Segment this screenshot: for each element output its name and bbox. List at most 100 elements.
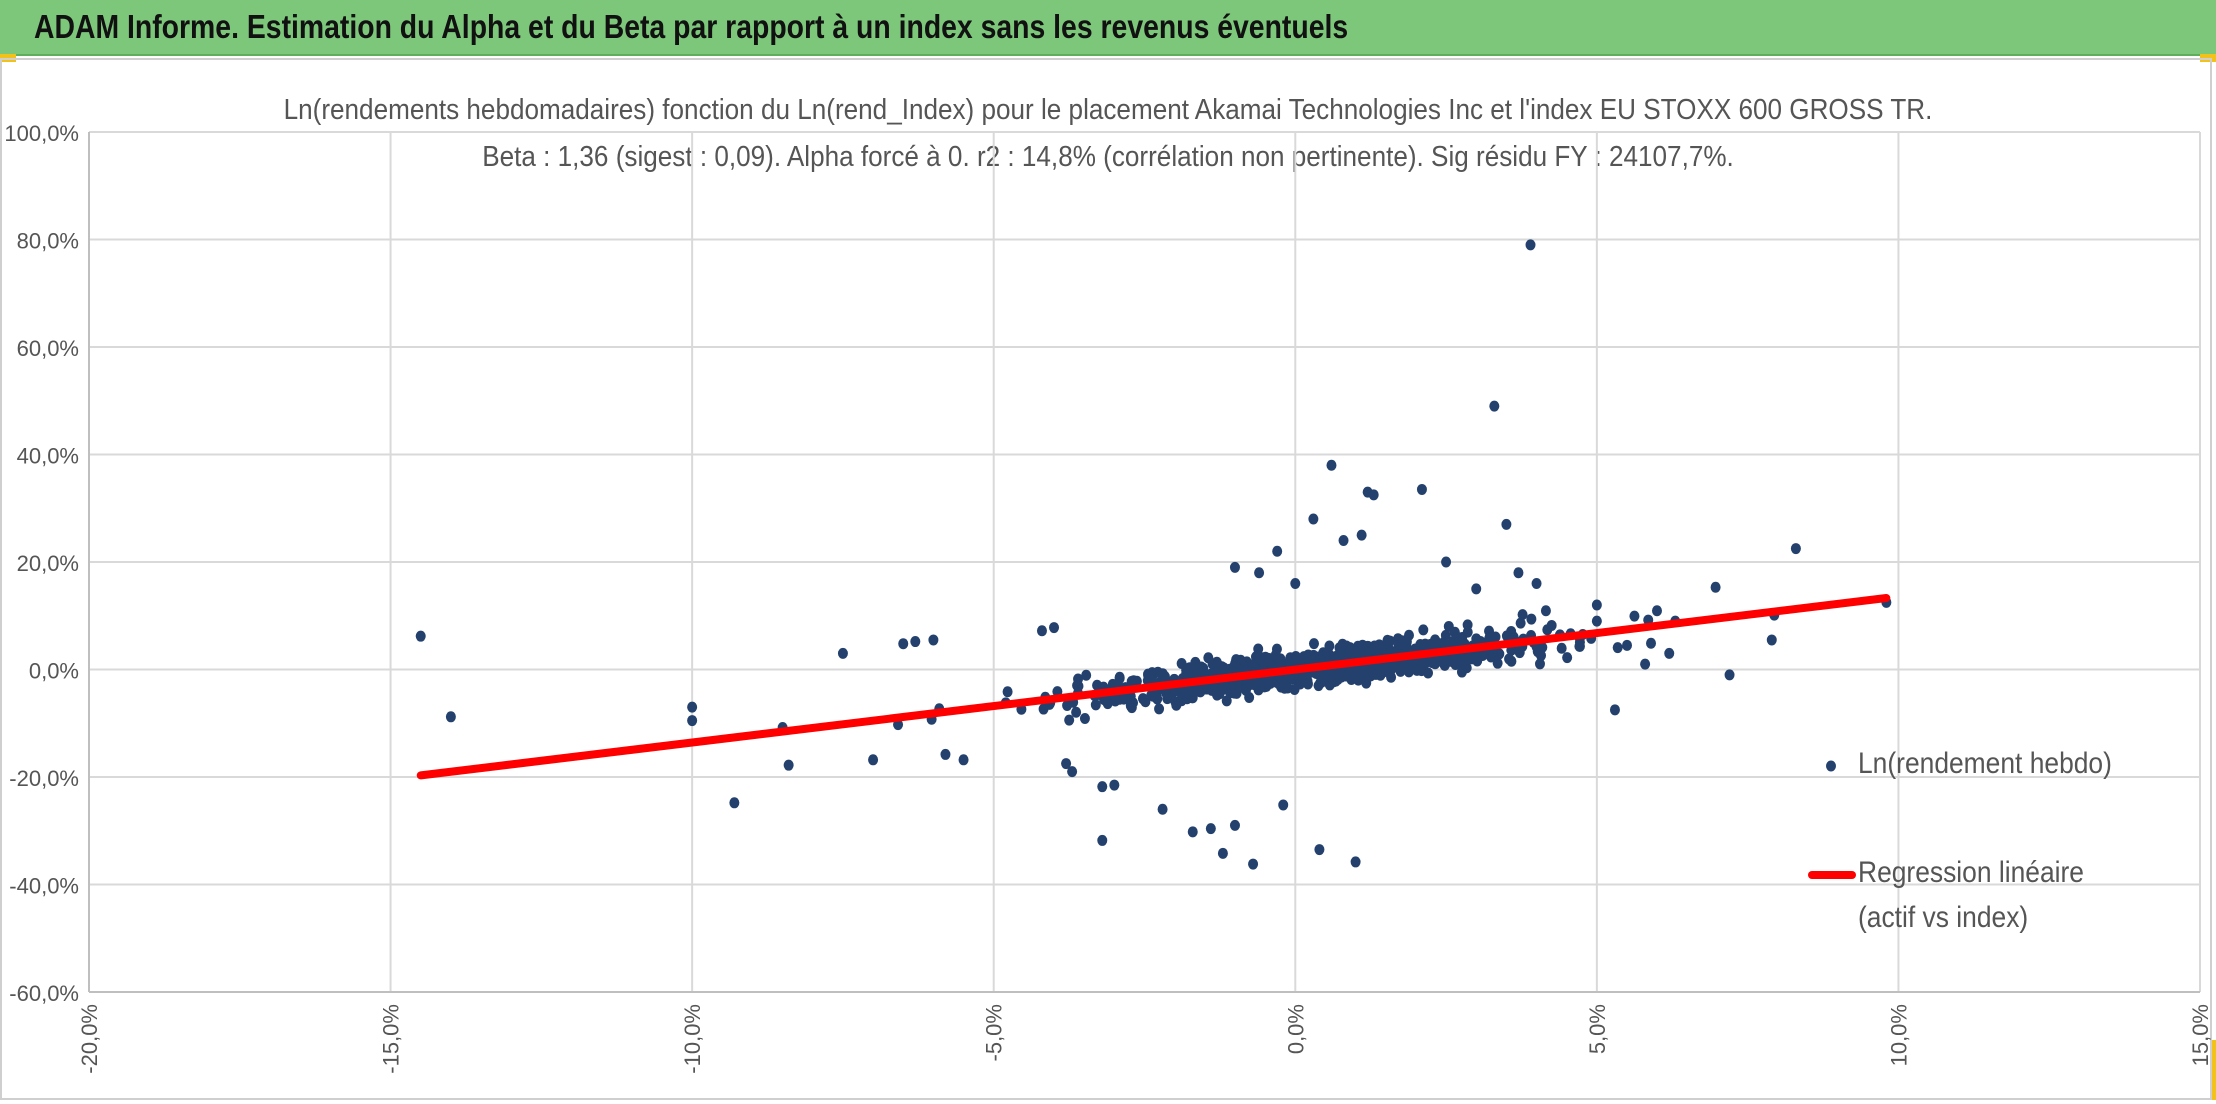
legend-marks bbox=[1808, 760, 1856, 879]
data-point bbox=[1278, 799, 1289, 811]
data-point bbox=[687, 701, 698, 713]
data-point bbox=[1449, 626, 1460, 638]
data-point bbox=[1036, 625, 1047, 637]
data-point bbox=[1176, 658, 1187, 670]
data-point bbox=[1211, 656, 1222, 668]
data-point bbox=[783, 759, 794, 771]
chart-axes bbox=[88, 132, 2200, 993]
data-point bbox=[1229, 819, 1240, 831]
data-point bbox=[1416, 665, 1427, 677]
x-tick-label: -10,0% bbox=[680, 1004, 705, 1074]
y-tick-label: -40,0% bbox=[9, 874, 79, 899]
scatter-points bbox=[415, 239, 1892, 870]
data-point bbox=[1418, 624, 1429, 636]
data-point bbox=[1322, 668, 1333, 680]
data-point bbox=[1092, 679, 1103, 691]
chart-title-line-1: Ln(rendements hebdomadaires) fonction du… bbox=[283, 94, 1933, 126]
data-point bbox=[1501, 518, 1512, 530]
data-point bbox=[1102, 698, 1113, 710]
data-point bbox=[1664, 647, 1675, 659]
x-tick-label: 0,0% bbox=[1283, 1004, 1308, 1054]
data-point bbox=[1609, 704, 1620, 716]
y-tick-label: 80,0% bbox=[17, 229, 79, 254]
data-point bbox=[1154, 703, 1165, 715]
data-point bbox=[1253, 643, 1264, 655]
data-point bbox=[958, 754, 969, 766]
data-point bbox=[415, 630, 426, 642]
data-point bbox=[1244, 692, 1255, 704]
data-point bbox=[1189, 662, 1200, 674]
x-tick-label: 5,0% bbox=[1585, 1004, 1610, 1054]
data-point bbox=[1534, 658, 1545, 670]
data-point bbox=[1404, 658, 1415, 670]
data-point bbox=[1097, 834, 1108, 846]
data-point bbox=[1646, 637, 1657, 649]
data-point bbox=[1061, 758, 1072, 770]
data-point bbox=[1221, 695, 1232, 707]
data-point bbox=[1591, 599, 1602, 611]
data-point bbox=[1298, 651, 1309, 663]
data-point bbox=[1308, 513, 1319, 525]
data-point bbox=[1356, 529, 1367, 541]
legend-label-regression-1: Regression linéaire bbox=[1858, 856, 2084, 889]
data-point bbox=[1176, 695, 1187, 707]
data-point bbox=[1441, 556, 1452, 568]
data-point bbox=[1081, 669, 1092, 681]
y-tick-label: 60,0% bbox=[17, 336, 79, 361]
data-point bbox=[1350, 856, 1361, 868]
data-point bbox=[1271, 676, 1282, 688]
data-point bbox=[1245, 677, 1256, 689]
data-point bbox=[687, 715, 698, 727]
data-point bbox=[1622, 639, 1633, 651]
data-point bbox=[1326, 459, 1337, 471]
data-point bbox=[1612, 642, 1623, 654]
data-point bbox=[1403, 629, 1414, 641]
data-point bbox=[1463, 653, 1474, 665]
data-point bbox=[1386, 671, 1397, 683]
data-point bbox=[1270, 649, 1281, 661]
data-point bbox=[1790, 543, 1801, 555]
y-tick-label: 100,0% bbox=[4, 121, 79, 146]
data-point bbox=[1472, 655, 1483, 667]
data-point bbox=[1114, 671, 1125, 683]
data-point bbox=[1236, 663, 1247, 675]
data-point bbox=[1157, 803, 1168, 815]
data-point bbox=[1361, 677, 1372, 689]
data-point bbox=[910, 636, 921, 648]
data-point bbox=[1338, 648, 1349, 660]
data-point bbox=[1314, 844, 1325, 856]
data-point bbox=[1338, 535, 1349, 546]
data-point bbox=[1324, 640, 1335, 652]
data-point bbox=[1187, 826, 1198, 838]
data-point bbox=[1591, 615, 1602, 627]
data-point bbox=[1368, 489, 1379, 501]
data-point bbox=[1308, 638, 1319, 650]
data-point bbox=[1526, 613, 1537, 625]
regression-line bbox=[416, 594, 1891, 780]
data-point bbox=[1382, 634, 1393, 646]
x-tick-label: -20,0% bbox=[77, 1004, 102, 1074]
x-tick-label: 15,0% bbox=[2188, 1004, 2213, 1066]
data-point bbox=[1457, 631, 1468, 643]
data-point bbox=[1471, 633, 1482, 645]
data-point bbox=[1151, 690, 1162, 702]
regression-line-group bbox=[416, 594, 1891, 780]
data-point bbox=[1532, 646, 1543, 658]
data-point bbox=[1205, 823, 1216, 835]
data-point bbox=[1471, 583, 1482, 595]
data-point bbox=[1049, 622, 1060, 634]
y-tick-label: -20,0% bbox=[9, 766, 79, 791]
data-point bbox=[1651, 605, 1662, 617]
data-point bbox=[1272, 545, 1283, 557]
data-point bbox=[1540, 605, 1551, 617]
data-point bbox=[1128, 675, 1139, 687]
data-point bbox=[1724, 669, 1735, 681]
data-point bbox=[1556, 642, 1567, 654]
data-point bbox=[1064, 714, 1075, 726]
data-point bbox=[1090, 699, 1101, 711]
tick-labels: 100,0% 80,0% 60,0% 40,0% 20,0% 0,0% -20,0% -40,… bbox=[4, 121, 2213, 1074]
data-point bbox=[928, 634, 939, 646]
data-point bbox=[1513, 567, 1524, 579]
data-point bbox=[1217, 847, 1228, 859]
